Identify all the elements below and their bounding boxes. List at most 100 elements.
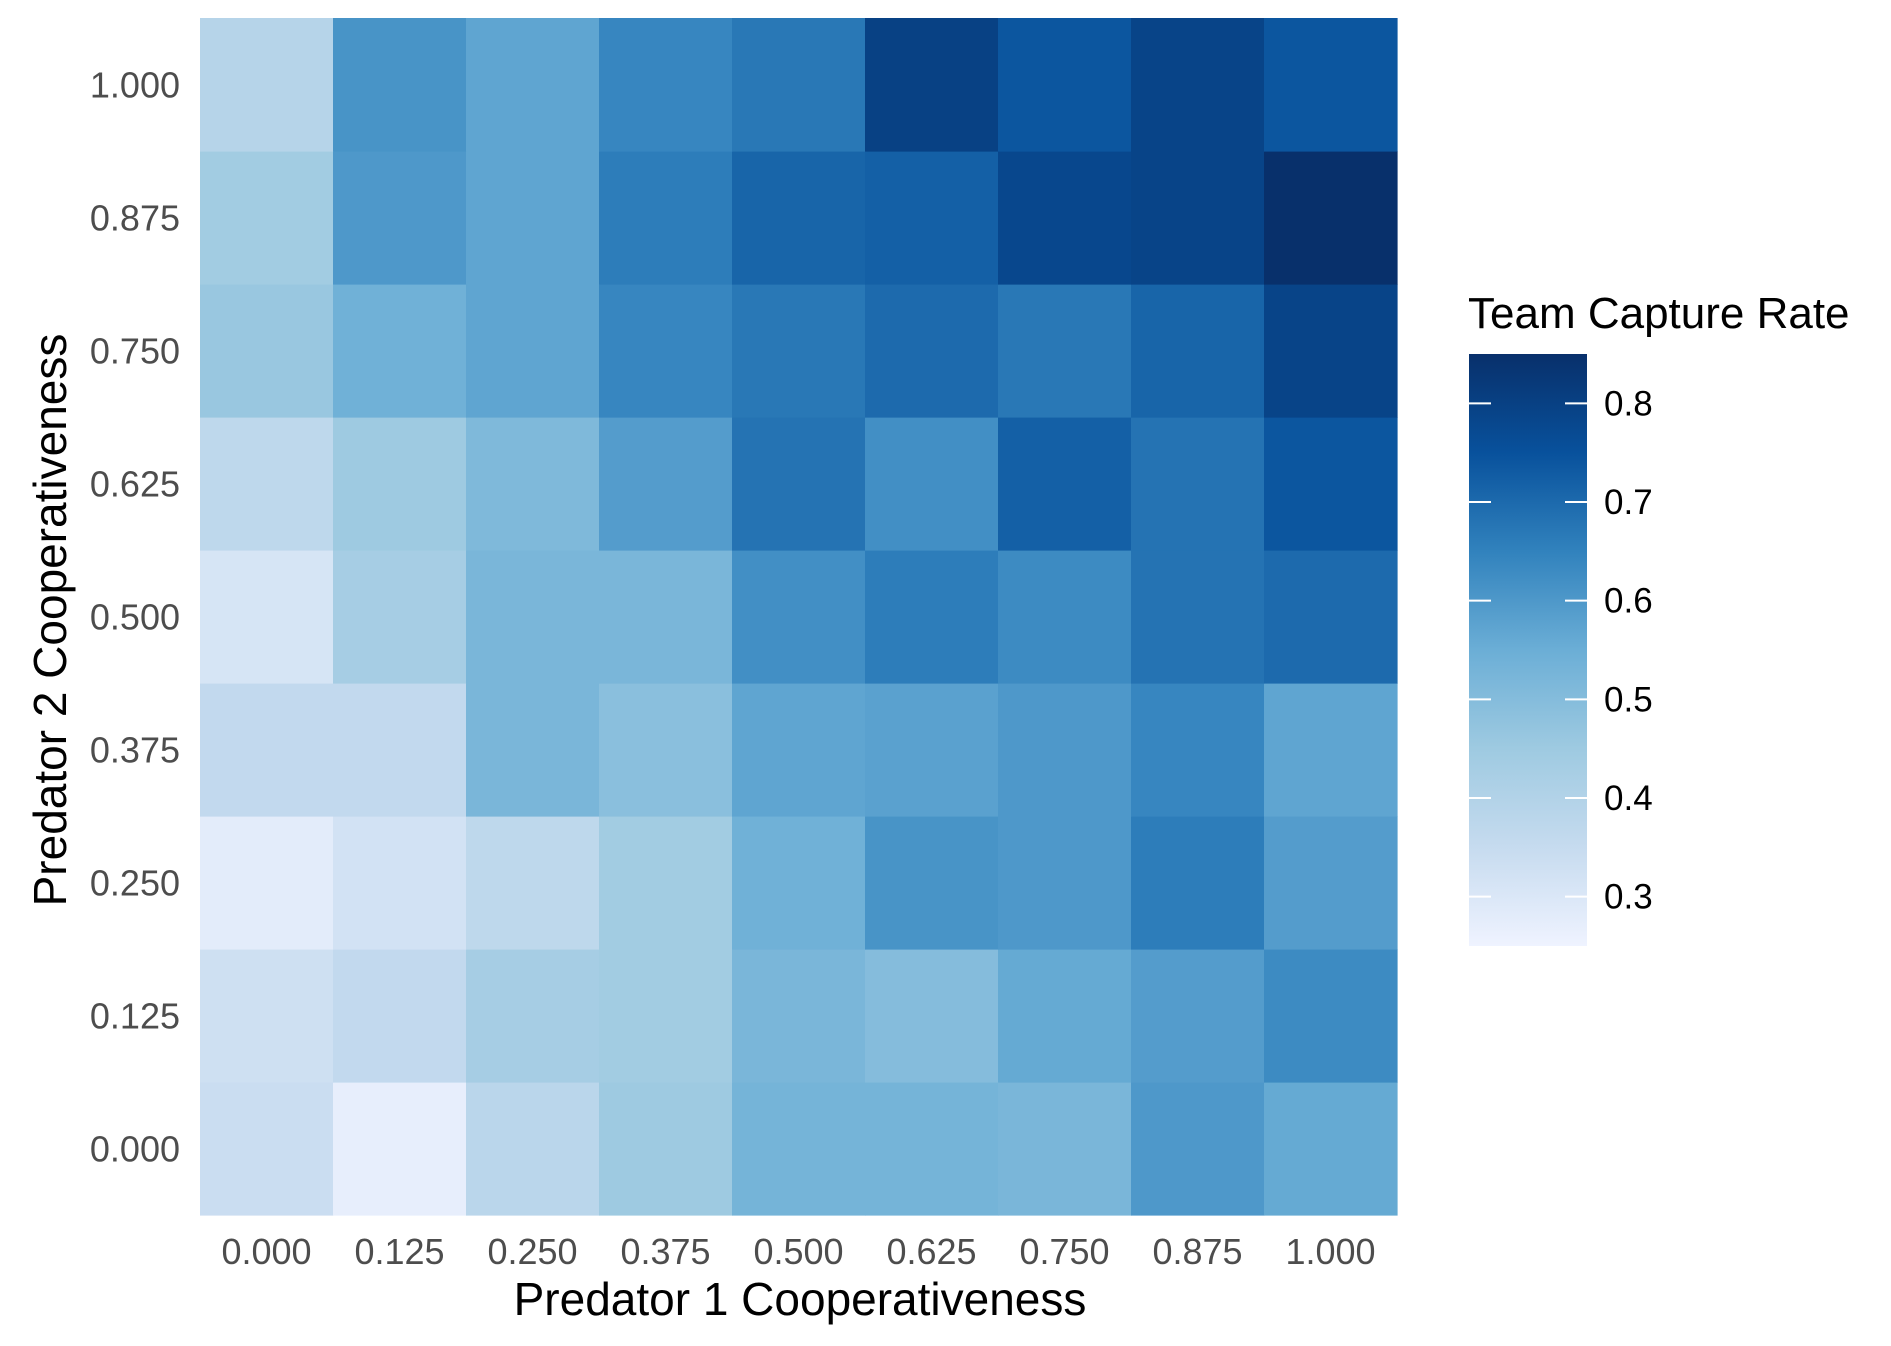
heatmap-cell <box>1131 1082 1265 1216</box>
heatmap-cell <box>200 683 334 817</box>
x-tick-label: 0.000 <box>221 1231 311 1272</box>
heatmap-cell <box>1131 949 1265 1083</box>
heatmap-cell <box>599 1082 733 1216</box>
x-tick-label: 0.750 <box>1019 1231 1109 1272</box>
heatmap-cell <box>998 550 1132 684</box>
heatmap-cell <box>732 417 866 551</box>
x-axis-ticks: 0.000 0.125 0.250 0.375 0.500 0.625 0.750 0.875… <box>221 1231 1375 1272</box>
heatmap-cell <box>998 1082 1132 1216</box>
y-tick-label: 1.000 <box>90 65 180 106</box>
heatmap-cell <box>998 18 1132 152</box>
heatmap-cell <box>998 284 1132 418</box>
x-tick-label: 0.875 <box>1152 1231 1242 1272</box>
y-tick-label: 0.750 <box>90 331 180 372</box>
y-tick-label: 0.375 <box>90 730 180 771</box>
x-tick-label: 0.625 <box>886 1231 976 1272</box>
heatmap-cell <box>732 18 866 152</box>
heatmap-cell <box>200 816 334 950</box>
heatmap-cell <box>1131 151 1265 285</box>
legend-ticks: 0.3 0.4 0.5 0.6 0.7 0.8 <box>1469 384 1653 917</box>
x-axis-title: Predator 1 Cooperativeness <box>514 1273 1087 1325</box>
heatmap-cell <box>333 816 467 950</box>
legend-title: Team Capture Rate <box>1468 289 1850 338</box>
heatmap-cell <box>200 151 334 285</box>
heatmap-cell <box>1131 550 1265 684</box>
heatmap-cell <box>998 683 1132 817</box>
heatmap-cell <box>732 151 866 285</box>
heatmap-cell <box>865 417 999 551</box>
heatmap-cell <box>865 683 999 817</box>
heatmap-cell <box>466 949 600 1083</box>
heatmap-cell <box>466 816 600 950</box>
heatmap-cell <box>1264 550 1398 684</box>
heatmap-cell <box>1264 151 1398 285</box>
heatmap-cell <box>865 284 999 418</box>
heatmap-cell <box>466 683 600 817</box>
heatmap-cell <box>333 417 467 551</box>
heatmap-cell <box>333 949 467 1083</box>
heatmap-cell <box>1264 1082 1398 1216</box>
heatmap-cell <box>466 284 600 418</box>
heatmap-cell <box>865 550 999 684</box>
heatmap-cell <box>200 550 334 684</box>
heatmap-cell <box>732 1082 866 1216</box>
heatmap-cell <box>333 683 467 817</box>
heatmap-cell <box>1131 417 1265 551</box>
heatmap-cell <box>200 18 334 152</box>
legend-tick-label: 0.3 <box>1604 878 1653 917</box>
x-tick-label: 0.250 <box>487 1231 577 1272</box>
heatmap-cells <box>200 18 1398 1216</box>
heatmap-cell <box>732 816 866 950</box>
heatmap-cell <box>865 18 999 152</box>
legend-tick-label: 0.6 <box>1604 582 1653 621</box>
heatmap-cell <box>333 550 467 684</box>
heatmap-cell <box>599 816 733 950</box>
heatmap-cell <box>466 550 600 684</box>
heatmap-cell <box>333 18 467 152</box>
heatmap-cell <box>466 18 600 152</box>
heatmap-cell <box>1264 18 1398 152</box>
heatmap-cell <box>1131 816 1265 950</box>
heatmap-cell <box>466 417 600 551</box>
y-tick-label: 0.875 <box>90 198 180 239</box>
heatmap-cell <box>599 550 733 684</box>
heatmap-cell <box>865 1082 999 1216</box>
heatmap-cell <box>1131 683 1265 817</box>
y-tick-label: 0.625 <box>90 464 180 505</box>
x-tick-label: 0.500 <box>753 1231 843 1272</box>
heatmap-cell <box>1131 284 1265 418</box>
heatmap-cell <box>200 1082 334 1216</box>
heatmap-cell <box>599 18 733 152</box>
heatmap-cell <box>1264 284 1398 418</box>
heatmap-cell <box>599 284 733 418</box>
legend-tick-label: 0.5 <box>1604 680 1653 719</box>
heatmap-cell <box>599 151 733 285</box>
heatmap-cell <box>998 417 1132 551</box>
heatmap-cell <box>998 151 1132 285</box>
heatmap-cell <box>333 1082 467 1216</box>
heatmap-cell <box>599 683 733 817</box>
legend-tick-label: 0.4 <box>1604 779 1653 818</box>
legend-tick-label: 0.8 <box>1604 384 1653 423</box>
heatmap-cell <box>466 1082 600 1216</box>
x-tick-label: 0.125 <box>354 1231 444 1272</box>
heatmap-cell <box>1264 949 1398 1083</box>
y-axis-title: Predator 2 Cooperativeness <box>24 334 76 907</box>
heatmap-cell <box>998 816 1132 950</box>
heatmap-cell <box>200 417 334 551</box>
heatmap-cell <box>200 284 334 418</box>
heatmap-cell <box>599 417 733 551</box>
legend-colorbar <box>1469 354 1587 946</box>
heatmap-cell <box>865 816 999 950</box>
legend-tick-label: 0.7 <box>1604 483 1653 522</box>
heatmap-cell <box>333 284 467 418</box>
heatmap-cell <box>732 949 866 1083</box>
y-tick-label: 0.500 <box>90 597 180 638</box>
heatmap-cell <box>732 683 866 817</box>
heatmap-cell <box>466 151 600 285</box>
heatmap-cell <box>732 550 866 684</box>
y-tick-label: 0.000 <box>90 1129 180 1170</box>
heatmap-cell <box>200 949 334 1083</box>
heatmap-cell <box>599 949 733 1083</box>
